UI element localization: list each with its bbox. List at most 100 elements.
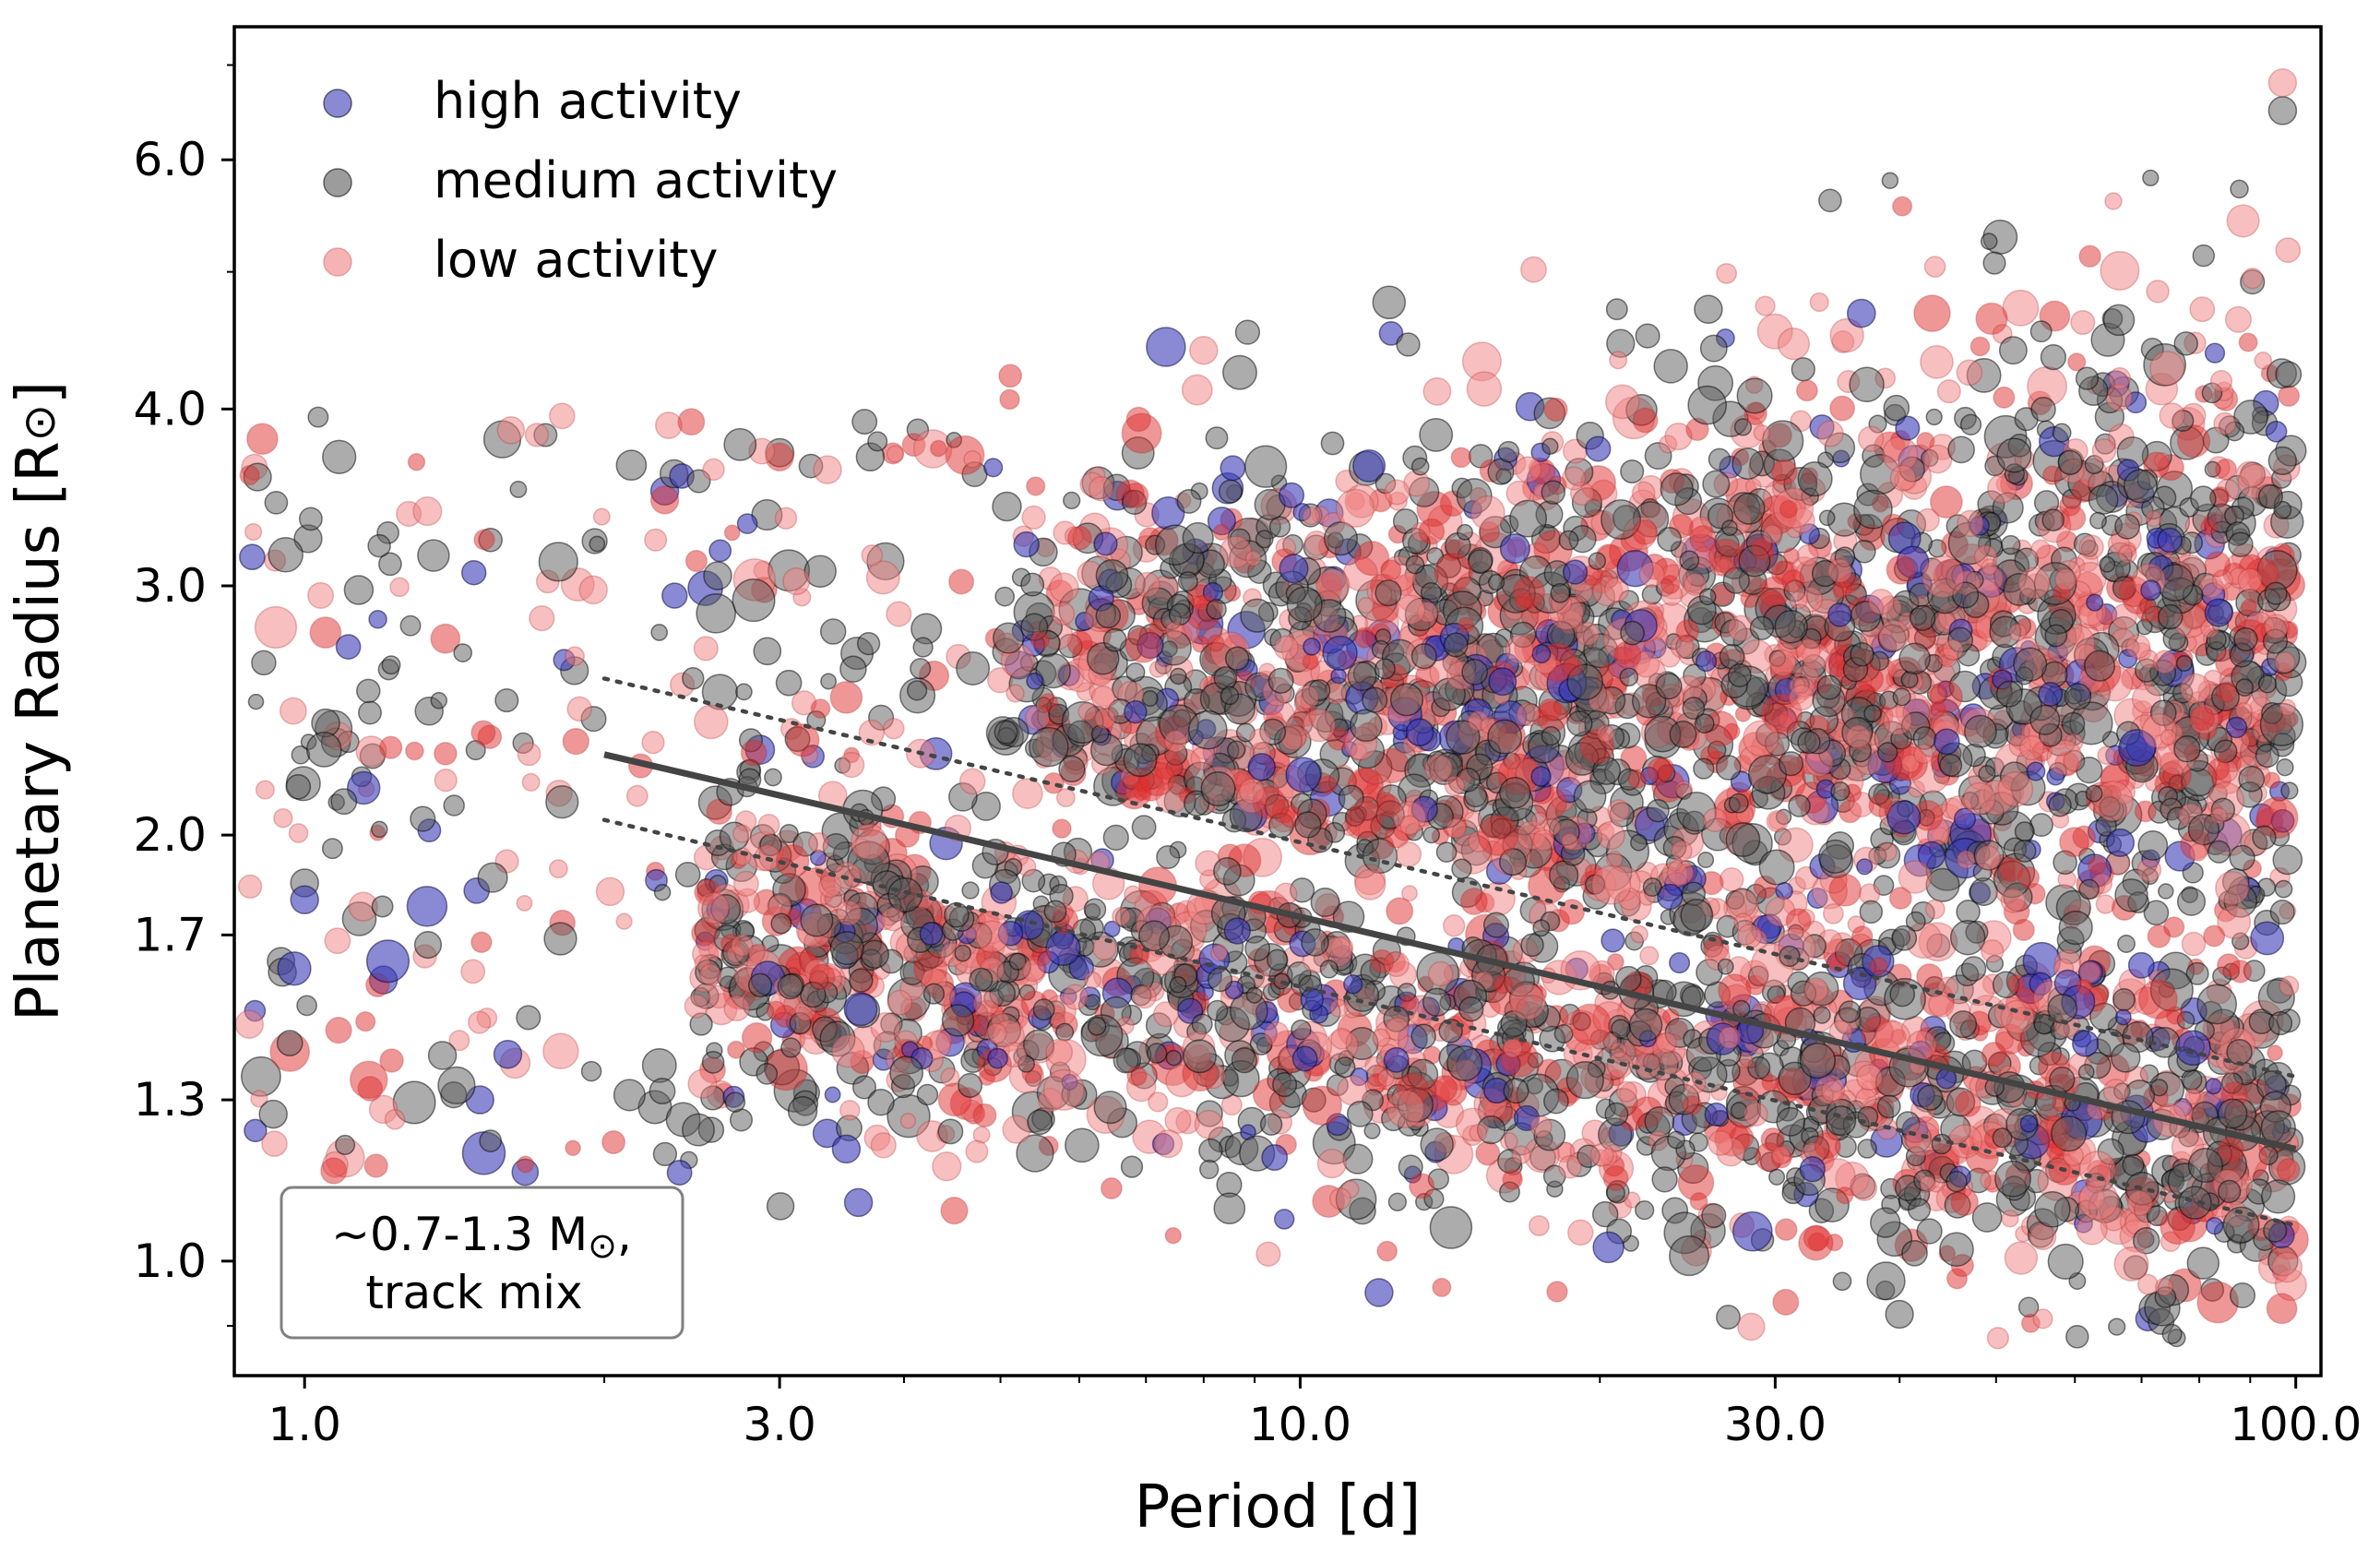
point-low-activity [774,507,798,530]
point-low-activity [929,439,947,458]
point-low-activity [2267,68,2298,98]
point-high-activity [1093,531,1118,556]
point-low-activity [379,1048,404,1073]
point-medium-activity [1693,757,1715,780]
point-medium-activity [1213,857,1242,886]
point-low-activity [412,496,443,527]
point-low-activity [1302,652,1319,671]
point-high-activity [1799,1156,1826,1183]
point-low-activity [2189,296,2216,323]
point-low-activity [899,1113,917,1129]
point-low-activity [1002,1115,1031,1144]
point-medium-activity [994,586,1016,607]
point-low-activity [1605,851,1624,868]
point-medium-activity [2061,711,2086,736]
point-low-activity [702,458,725,482]
point-low-activity [644,528,668,552]
point-medium-activity [358,700,382,725]
point-low-activity [1520,256,1547,283]
point-medium-activity [1558,530,1579,551]
point-high-activity [1146,327,1186,367]
point-medium-activity [1565,1060,1604,1100]
point-medium-activity [1797,461,1833,497]
point-medium-activity [1541,437,1559,455]
point-medium-activity [992,491,1022,522]
point-high-activity [1223,917,1251,945]
point-high-activity [1933,728,1960,756]
point-medium-activity [2235,678,2255,697]
point-low-activity [1795,379,1818,402]
point-low-activity [829,681,863,714]
point-medium-activity [1818,839,1853,874]
point-medium-activity [1818,188,1842,213]
point-medium-activity [1182,521,1214,554]
point-low-activity [693,704,729,740]
point-medium-activity [1939,1232,1974,1268]
point-medium-activity [1857,1139,1877,1159]
point-low-activity [1803,977,1829,1003]
point-low-activity [2160,729,2177,746]
point-medium-activity [2040,343,2067,371]
point-low-activity [1981,1042,2007,1067]
point-low-activity [1798,1225,1834,1261]
point-low-activity [2209,369,2233,393]
point-low-activity [1384,479,1410,506]
point-low-activity [2207,757,2231,781]
point-medium-activity [356,678,381,704]
point-medium-activity [2108,1318,2126,1336]
point-low-activity [1328,1187,1351,1210]
point-low-activity [1125,626,1161,663]
point-low-activity [1316,1149,1348,1179]
point-low-activity [1424,754,1453,783]
point-medium-activity [851,409,878,435]
point-high-activity [2174,1030,2211,1067]
point-medium-activity [1095,602,1122,629]
point-low-activity [2030,539,2051,559]
point-low-activity [1477,814,1519,856]
point-high-activity [736,513,758,534]
point-medium-activity [1960,956,1987,982]
point-medium-activity [285,773,312,800]
point-medium-activity [937,1118,964,1145]
point-medium-activity [1813,1006,1831,1024]
point-low-activity [1012,778,1043,809]
point-low-activity [2087,855,2107,875]
point-medium-activity [753,637,782,666]
point-medium-activity [724,1091,746,1113]
point-low-activity [615,912,633,930]
point-medium-activity [2229,844,2255,872]
point-low-activity [2000,999,2035,1034]
point-low-activity [2213,411,2237,435]
point-medium-activity [1058,755,1086,783]
point-low-activity [1655,1031,1677,1054]
point-low-activity [958,768,986,795]
point-low-activity [1434,552,1473,592]
point-medium-activity [1660,472,1694,507]
point-high-activity [1343,974,1363,995]
point-low-activity [1083,971,1102,989]
point-medium-activity [941,1004,975,1037]
point-low-activity [1682,1095,1703,1115]
point-medium-activity [1419,417,1454,452]
point-medium-activity [413,931,443,960]
point-high-activity [1846,298,1876,328]
point-medium-activity [1350,709,1383,743]
point-low-activity [430,623,461,654]
point-low-activity [2152,650,2177,674]
point-medium-activity [2041,508,2065,531]
point-medium-activity [258,1099,288,1129]
point-high-activity [1285,757,1322,793]
point-medium-activity [766,1192,795,1221]
point-medium-activity [1055,1022,1075,1042]
point-low-activity [1883,706,1912,735]
point-medium-activity [2112,987,2136,1011]
point-low-activity [2113,1246,2149,1282]
point-medium-activity [1093,1091,1127,1125]
point-medium-activity [856,631,881,656]
point-medium-activity [494,688,519,713]
point-low-activity [999,388,1020,411]
point-low-activity [972,1103,997,1127]
point-medium-activity [2280,781,2299,800]
point-medium-activity [1980,233,1998,250]
point-low-activity [1264,1021,1290,1047]
